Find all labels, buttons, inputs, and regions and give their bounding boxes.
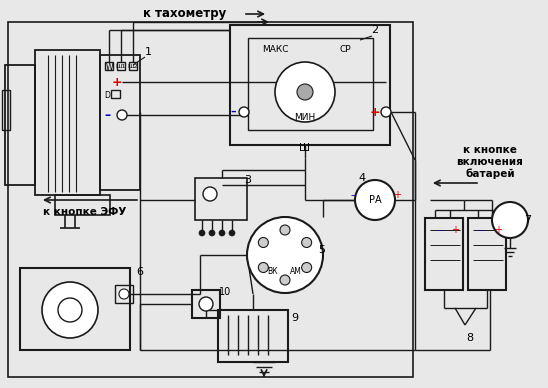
Circle shape bbox=[203, 187, 217, 201]
Text: ВК: ВК bbox=[267, 267, 277, 277]
Text: +: + bbox=[112, 76, 122, 88]
Text: АМ: АМ bbox=[290, 267, 302, 277]
Text: 8: 8 bbox=[466, 333, 473, 343]
Circle shape bbox=[247, 217, 323, 293]
Circle shape bbox=[199, 297, 213, 311]
Text: 2: 2 bbox=[372, 25, 379, 35]
Text: 5: 5 bbox=[318, 245, 326, 255]
Bar bbox=[425, 218, 463, 290]
Text: 10: 10 bbox=[219, 287, 231, 297]
Bar bbox=[35, 50, 100, 195]
Circle shape bbox=[280, 275, 290, 285]
Text: D: D bbox=[104, 92, 110, 100]
Bar bbox=[5, 65, 35, 185]
Circle shape bbox=[275, 62, 335, 122]
Bar bbox=[111, 90, 120, 98]
Text: –: – bbox=[437, 225, 442, 235]
Circle shape bbox=[297, 84, 313, 100]
Text: –: – bbox=[477, 225, 482, 235]
Circle shape bbox=[199, 230, 205, 236]
Text: +: + bbox=[494, 225, 502, 235]
Bar bbox=[117, 62, 125, 70]
Bar bbox=[55, 195, 110, 215]
Text: 7: 7 bbox=[524, 215, 532, 225]
Bar bbox=[129, 62, 137, 70]
Circle shape bbox=[280, 225, 290, 235]
Circle shape bbox=[229, 230, 235, 236]
Text: 6: 6 bbox=[136, 267, 144, 277]
Circle shape bbox=[58, 298, 82, 322]
Bar bbox=[8, 22, 413, 377]
Text: 1: 1 bbox=[145, 47, 151, 57]
Text: Ш1: Ш1 bbox=[116, 64, 126, 69]
Text: –: – bbox=[104, 109, 110, 121]
Text: к кнопке ЭФУ: к кнопке ЭФУ bbox=[43, 207, 127, 217]
Bar bbox=[100, 55, 140, 190]
Text: –: – bbox=[230, 107, 236, 117]
Bar bbox=[2, 90, 10, 130]
Bar bbox=[218, 310, 288, 362]
Text: РА: РА bbox=[369, 195, 381, 205]
Circle shape bbox=[117, 110, 127, 120]
Text: Ш2: Ш2 bbox=[128, 64, 138, 69]
Circle shape bbox=[492, 202, 528, 238]
Text: +: + bbox=[451, 225, 459, 235]
Text: +: + bbox=[393, 190, 401, 200]
Bar bbox=[230, 25, 390, 145]
Bar bbox=[192, 290, 220, 318]
Text: 4: 4 bbox=[358, 173, 366, 183]
Bar bbox=[105, 62, 113, 70]
Bar bbox=[195, 178, 247, 220]
Text: W: W bbox=[105, 62, 113, 71]
Text: +: + bbox=[370, 106, 380, 118]
Circle shape bbox=[258, 237, 269, 248]
Text: Ш: Ш bbox=[300, 143, 311, 153]
Text: 3: 3 bbox=[244, 175, 252, 185]
Circle shape bbox=[219, 230, 225, 236]
Circle shape bbox=[355, 180, 395, 220]
Circle shape bbox=[42, 282, 98, 338]
Text: –: – bbox=[351, 190, 356, 200]
Circle shape bbox=[301, 263, 312, 272]
Circle shape bbox=[258, 263, 269, 272]
Circle shape bbox=[209, 230, 215, 236]
Bar bbox=[468, 218, 506, 290]
Circle shape bbox=[301, 237, 312, 248]
Bar bbox=[20, 268, 130, 350]
Text: МАКС: МАКС bbox=[262, 45, 288, 54]
Circle shape bbox=[381, 107, 391, 117]
Text: к тахометру: к тахометру bbox=[144, 7, 227, 21]
Circle shape bbox=[239, 107, 249, 117]
Bar bbox=[248, 38, 373, 130]
Bar bbox=[115, 285, 133, 303]
Text: СР: СР bbox=[339, 45, 351, 54]
Text: МИН: МИН bbox=[294, 114, 316, 123]
Circle shape bbox=[119, 289, 129, 299]
Text: к кнопке
включения
батарей: к кнопке включения батарей bbox=[456, 145, 523, 179]
Text: 9: 9 bbox=[292, 313, 299, 323]
